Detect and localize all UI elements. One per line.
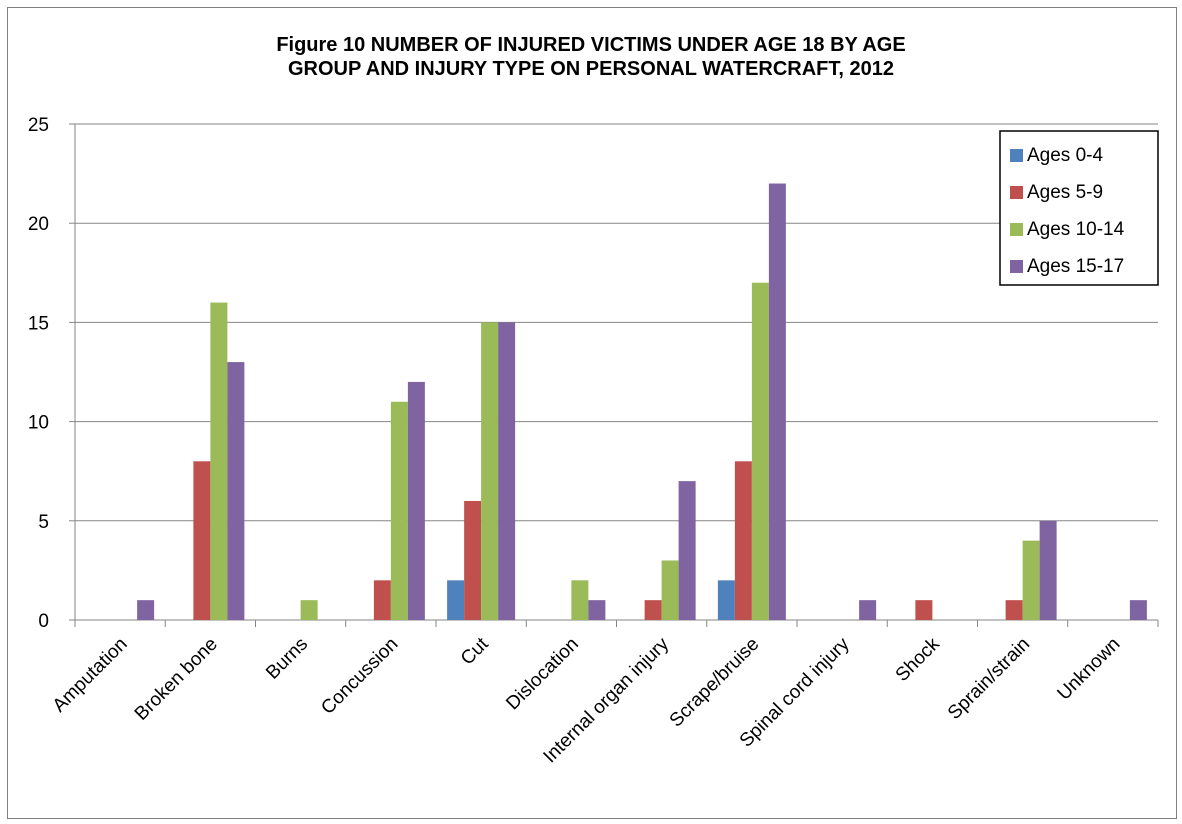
chart-title-line-2: GROUP AND INJURY TYPE ON PERSONAL WATERC…: [287, 58, 895, 80]
y-tick-label: 20: [28, 214, 49, 235]
bar: [447, 580, 465, 620]
bar: [915, 600, 933, 620]
x-tick-label: Sprain/strain: [944, 634, 1034, 724]
bar: [661, 560, 679, 620]
legend-label: Ages 5-9: [1027, 182, 1103, 203]
y-tick-label: 10: [28, 413, 49, 434]
bar: [1005, 600, 1023, 620]
bar: [407, 381, 425, 620]
x-tick-label: Amputation: [49, 634, 132, 717]
y-tick-label: 15: [28, 313, 49, 334]
x-tick-label: Concussion: [317, 634, 402, 719]
chart-frame: [7, 7, 1177, 819]
bar: [1039, 520, 1057, 620]
bar: [571, 580, 589, 620]
x-tick-label: Burns: [262, 634, 312, 684]
bar: [859, 600, 877, 620]
chart-title-line-1: Figure 10 NUMBER OF INJURED VICTIMS UNDE…: [276, 34, 906, 56]
legend-swatch: [1010, 149, 1023, 162]
bar: [734, 461, 752, 620]
bar: [137, 600, 155, 620]
bar: [390, 401, 408, 620]
legend-label: Ages 0-4: [1027, 145, 1103, 166]
legend-box: [999, 130, 1159, 286]
x-tick-label: Dislocation: [502, 634, 583, 715]
bar: [464, 500, 482, 620]
bar: [481, 322, 499, 620]
bar: [588, 600, 606, 620]
bar: [768, 183, 786, 620]
x-tick-label: Cut: [457, 633, 493, 669]
bar: [227, 362, 245, 620]
x-tick-label: Scrape/bruise: [666, 634, 764, 732]
bar: [751, 282, 769, 620]
legend-swatch: [1010, 260, 1023, 273]
bar: [210, 302, 228, 620]
x-tick-label: Broken bone: [131, 634, 222, 725]
legend-label: Ages 10-14: [1027, 219, 1125, 240]
bar: [1022, 540, 1040, 620]
chart-title: Figure 10 NUMBER OF INJURED VICTIMS UNDE…: [0, 33, 1182, 81]
x-tick-label: Shock: [892, 633, 945, 686]
bar: [498, 322, 516, 620]
bar: [300, 600, 318, 620]
bar: [193, 461, 211, 620]
bar: [373, 580, 391, 620]
legend-swatch: [1010, 186, 1023, 199]
x-tick-label: Unknown: [1054, 634, 1125, 705]
bar: [717, 580, 735, 620]
y-tick-label: 5: [38, 512, 49, 533]
bar: [644, 600, 662, 620]
y-tick-label: 25: [28, 115, 49, 136]
legend-label: Ages 15-17: [1027, 256, 1124, 277]
legend-swatch: [1010, 223, 1023, 236]
y-tick-label: 0: [38, 611, 49, 632]
bar: [678, 481, 696, 620]
bar: [1129, 600, 1147, 620]
